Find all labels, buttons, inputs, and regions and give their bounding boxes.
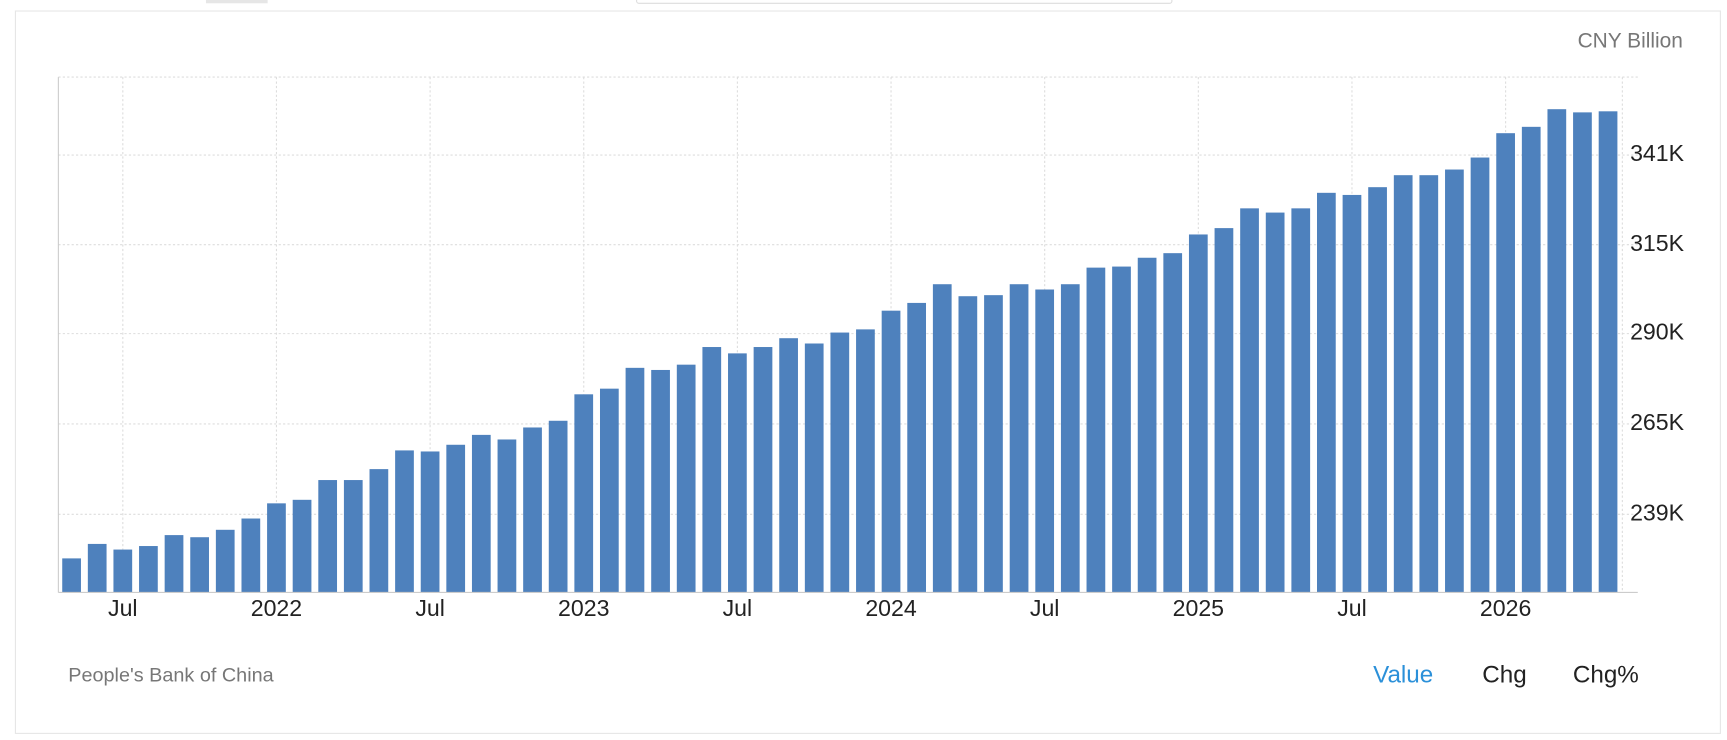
bar: [471, 434, 491, 593]
x-tick-label: Jul: [1030, 595, 1060, 621]
bar: [1445, 169, 1464, 593]
bar: [1163, 253, 1183, 593]
bar: [728, 353, 747, 593]
bar: [113, 549, 133, 593]
bar: [1009, 284, 1029, 593]
bar: [1265, 212, 1285, 593]
y-tick-label: 265K: [1630, 409, 1685, 435]
top-tab-fragment: [205, 0, 268, 4]
x-tick-label: 2024: [865, 595, 917, 621]
bar: [62, 558, 81, 593]
source-label: People's Bank of China: [68, 664, 274, 686]
bar: [1419, 175, 1439, 593]
bar: [1470, 157, 1490, 593]
bar: [1547, 109, 1567, 593]
x-tick-label: 2025: [1173, 595, 1224, 621]
bar: [446, 444, 466, 593]
bar: [548, 420, 568, 593]
bar: [523, 427, 542, 593]
x-tick-label: 2022: [251, 595, 302, 621]
bar: [958, 296, 978, 593]
unit-label: CNY Billion: [1578, 29, 1683, 52]
bar: [1598, 111, 1618, 593]
x-tick-label: Jul: [1337, 595, 1367, 621]
x-tick-label: Jul: [723, 595, 753, 621]
bar: [1317, 192, 1336, 593]
bar: [856, 329, 875, 593]
bar: [702, 347, 722, 593]
bar: [139, 546, 158, 593]
bar: [241, 518, 261, 593]
bar: [676, 364, 696, 593]
x-tick-label: Jul: [108, 595, 138, 621]
x-tick-label: Jul: [415, 595, 445, 621]
bar: [497, 439, 517, 593]
bar: [984, 295, 1003, 593]
x-tick-label: 2026: [1480, 595, 1531, 621]
bar: [574, 394, 594, 593]
bar: [753, 347, 773, 593]
bar: [651, 369, 670, 593]
bar: [599, 388, 619, 593]
y-tick-label: 315K: [1630, 230, 1685, 256]
bar: [164, 535, 184, 593]
y-tick-label: 239K: [1630, 499, 1685, 525]
bar: [779, 338, 798, 593]
bar: [395, 450, 414, 593]
bar: [1291, 208, 1311, 593]
bar: [1496, 133, 1515, 593]
bar: [625, 367, 645, 593]
bar: [87, 543, 107, 593]
tab-chg-pct[interactable]: Chg%: [1573, 662, 1639, 689]
y-tick-label: 290K: [1630, 319, 1685, 345]
bar: [881, 310, 901, 593]
bar: [369, 469, 389, 593]
bar: [1393, 175, 1413, 593]
y-tick-label: 341K: [1630, 140, 1685, 166]
bar: [267, 503, 286, 593]
bar: [830, 332, 850, 593]
bar: [1188, 234, 1208, 593]
bar: [932, 284, 952, 593]
bar: [1342, 194, 1362, 593]
bar: [292, 499, 312, 593]
bar: [1573, 112, 1592, 593]
bar: [190, 537, 209, 593]
bar: [1368, 187, 1387, 593]
bar: [1240, 208, 1259, 593]
bar: [215, 529, 235, 593]
bar: [318, 480, 338, 593]
bar: [804, 343, 824, 593]
bar: [1214, 228, 1234, 593]
bar: [420, 451, 440, 593]
bar: [343, 480, 363, 593]
tab-chg[interactable]: Chg: [1482, 662, 1526, 689]
x-tick-label: 2023: [558, 595, 609, 621]
bar: [1086, 267, 1106, 593]
bar: [1035, 289, 1055, 593]
bar: [1137, 257, 1157, 593]
bar: [907, 302, 927, 593]
search-box-fragment: [636, 0, 1173, 4]
bar: [1521, 126, 1541, 593]
bar: [1060, 284, 1080, 593]
bar: [1112, 266, 1131, 593]
tab-value[interactable]: Value: [1373, 662, 1433, 689]
